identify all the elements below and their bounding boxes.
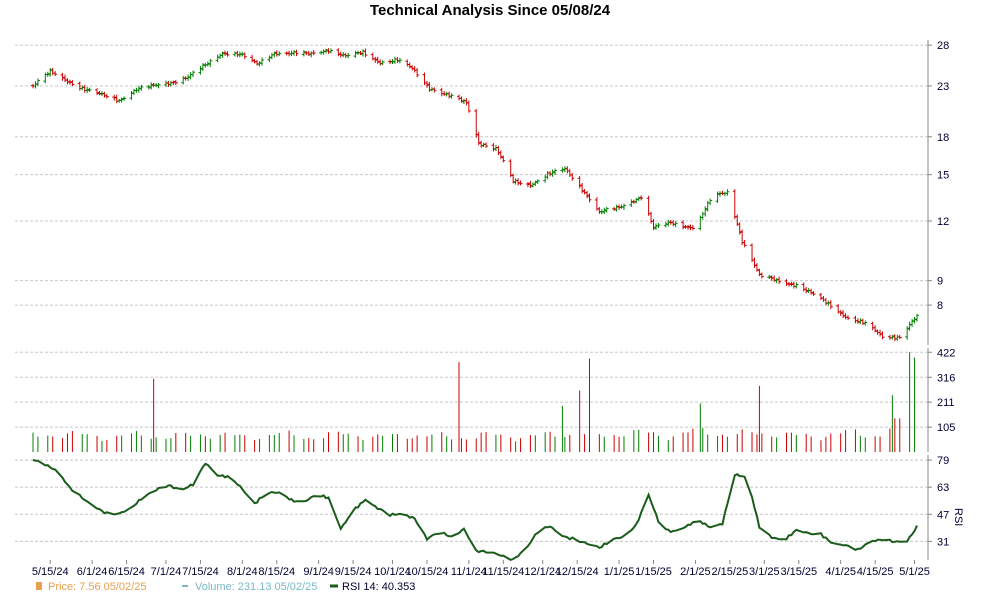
x-tick-label: 8/1/24 bbox=[227, 566, 258, 578]
x-tick-label: 10/1/24 bbox=[374, 566, 411, 578]
volume-tick-label: 316 bbox=[937, 372, 955, 384]
x-tick-label: 10/15/24 bbox=[406, 566, 449, 578]
x-tick-label: 3/15/25 bbox=[780, 566, 817, 578]
price-legend-label: Price: 7.56 05/02/25 bbox=[48, 581, 146, 593]
x-tick-label: 7/1/24 bbox=[151, 566, 182, 578]
x-tick-label: 6/1/24 bbox=[77, 566, 108, 578]
x-tick-label: 12/1/24 bbox=[524, 566, 561, 578]
x-tick-label: 5/1/25 bbox=[899, 566, 930, 578]
price-tick-label: 9 bbox=[937, 276, 943, 288]
rsi-tick-label: 63 bbox=[937, 482, 949, 494]
price-tick-label: 28 bbox=[937, 40, 949, 52]
price-tick-label: 12 bbox=[937, 216, 949, 228]
volume-bars bbox=[32, 352, 916, 452]
x-tick-label: 11/15/24 bbox=[482, 566, 524, 578]
volume-legend-label: Volume: 231.13 05/02/25 bbox=[195, 581, 317, 593]
price-grid bbox=[15, 44, 928, 306]
x-tick-label: 2/15/25 bbox=[712, 566, 749, 578]
x-tick-label: 1/15/25 bbox=[635, 566, 672, 578]
x-tick-label: 2/1/25 bbox=[680, 566, 711, 578]
rsi-tick-label: 79 bbox=[937, 455, 949, 467]
rsi-y-axis: 79 63 47 31 bbox=[928, 455, 949, 548]
x-axis: 5/15/24 6/1/24 6/15/24 7/1/24 7/15/24 8/1/24 8… bbox=[32, 560, 930, 578]
price-panel: 28 23 18 15 12 9 8 bbox=[15, 40, 949, 342]
x-tick-label: 8/15/24 bbox=[258, 566, 295, 578]
x-tick-label: 12/15/24 bbox=[556, 566, 599, 578]
rsi-axis-label: RSI bbox=[952, 508, 964, 526]
x-tick-label: 7/15/24 bbox=[182, 566, 219, 578]
volume-panel: 422 316 211 105 bbox=[15, 347, 955, 452]
rsi-tick-label: 31 bbox=[937, 536, 949, 548]
volume-grid bbox=[15, 351, 928, 428]
rsi-tick-label: 47 bbox=[937, 509, 949, 521]
price-y-axis: 28 23 18 15 12 9 8 bbox=[928, 40, 949, 312]
x-tick-label: 9/15/24 bbox=[335, 566, 372, 578]
legend: Price: 7.56 05/02/25 Volume: 231.13 05/0… bbox=[36, 581, 415, 593]
price-tick-label: 23 bbox=[937, 81, 949, 93]
volume-tick-label: 422 bbox=[937, 347, 955, 359]
x-tick-label: 3/1/25 bbox=[749, 566, 780, 578]
volume-y-axis: 422 316 211 105 bbox=[928, 347, 955, 434]
x-tick-label: 4/1/25 bbox=[825, 566, 856, 578]
x-tick-label: 6/15/24 bbox=[108, 566, 145, 578]
volume-tick-label: 105 bbox=[937, 422, 955, 434]
price-legend-swatch bbox=[36, 582, 42, 590]
x-tick-label: 5/15/24 bbox=[32, 566, 69, 578]
x-tick-label: 9/1/24 bbox=[303, 566, 334, 578]
rsi-panel: 79 63 47 31 RSI bbox=[15, 455, 964, 562]
price-tick-label: 18 bbox=[937, 132, 949, 144]
price-candles bbox=[31, 48, 919, 342]
x-tick-label: 1/1/25 bbox=[604, 566, 635, 578]
rsi-legend-label: RSI 14: 40.353 bbox=[342, 581, 415, 593]
chart-title: Technical Analysis Since 05/08/24 bbox=[370, 2, 611, 19]
price-tick-label: 8 bbox=[937, 300, 943, 312]
price-tick-label: 15 bbox=[937, 170, 949, 182]
x-tick-label: 11/1/24 bbox=[451, 566, 487, 578]
volume-tick-label: 211 bbox=[937, 397, 955, 409]
rsi-grid bbox=[15, 459, 928, 542]
x-tick-label: 4/15/25 bbox=[857, 566, 894, 578]
rsi-line bbox=[32, 458, 918, 562]
